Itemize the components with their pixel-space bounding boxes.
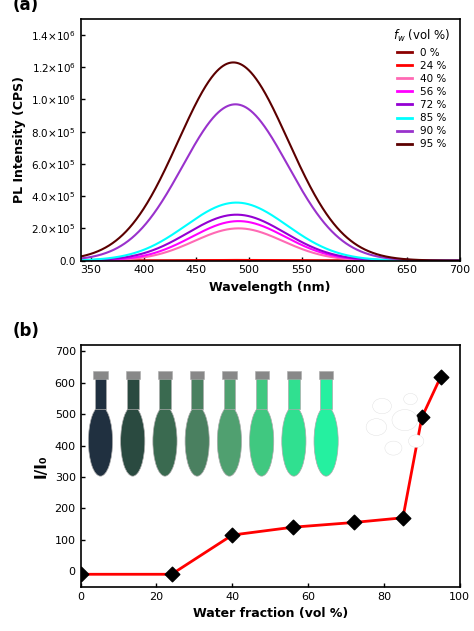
X-axis label: Water fraction (vol %): Water fraction (vol %): [192, 607, 348, 620]
Text: (b): (b): [12, 322, 39, 340]
Point: [399, 513, 407, 523]
Y-axis label: I/I₀: I/I₀: [34, 454, 49, 478]
Legend: 0 %, 24 %, 40 %, 56 %, 72 %, 85 %, 90 %, 95 %: 0 %, 24 %, 40 %, 56 %, 72 %, 85 %, 90 %,…: [389, 24, 455, 153]
Point: [418, 412, 426, 422]
Text: (a): (a): [12, 0, 38, 14]
X-axis label: Wavelength (nm): Wavelength (nm): [210, 281, 331, 294]
Point: [168, 569, 175, 579]
Point: [350, 517, 357, 528]
Y-axis label: PL Intensity (CPS): PL Intensity (CPS): [12, 76, 26, 203]
Point: [77, 569, 84, 579]
Point: [289, 522, 297, 532]
Point: [437, 372, 445, 382]
Point: [228, 530, 236, 540]
